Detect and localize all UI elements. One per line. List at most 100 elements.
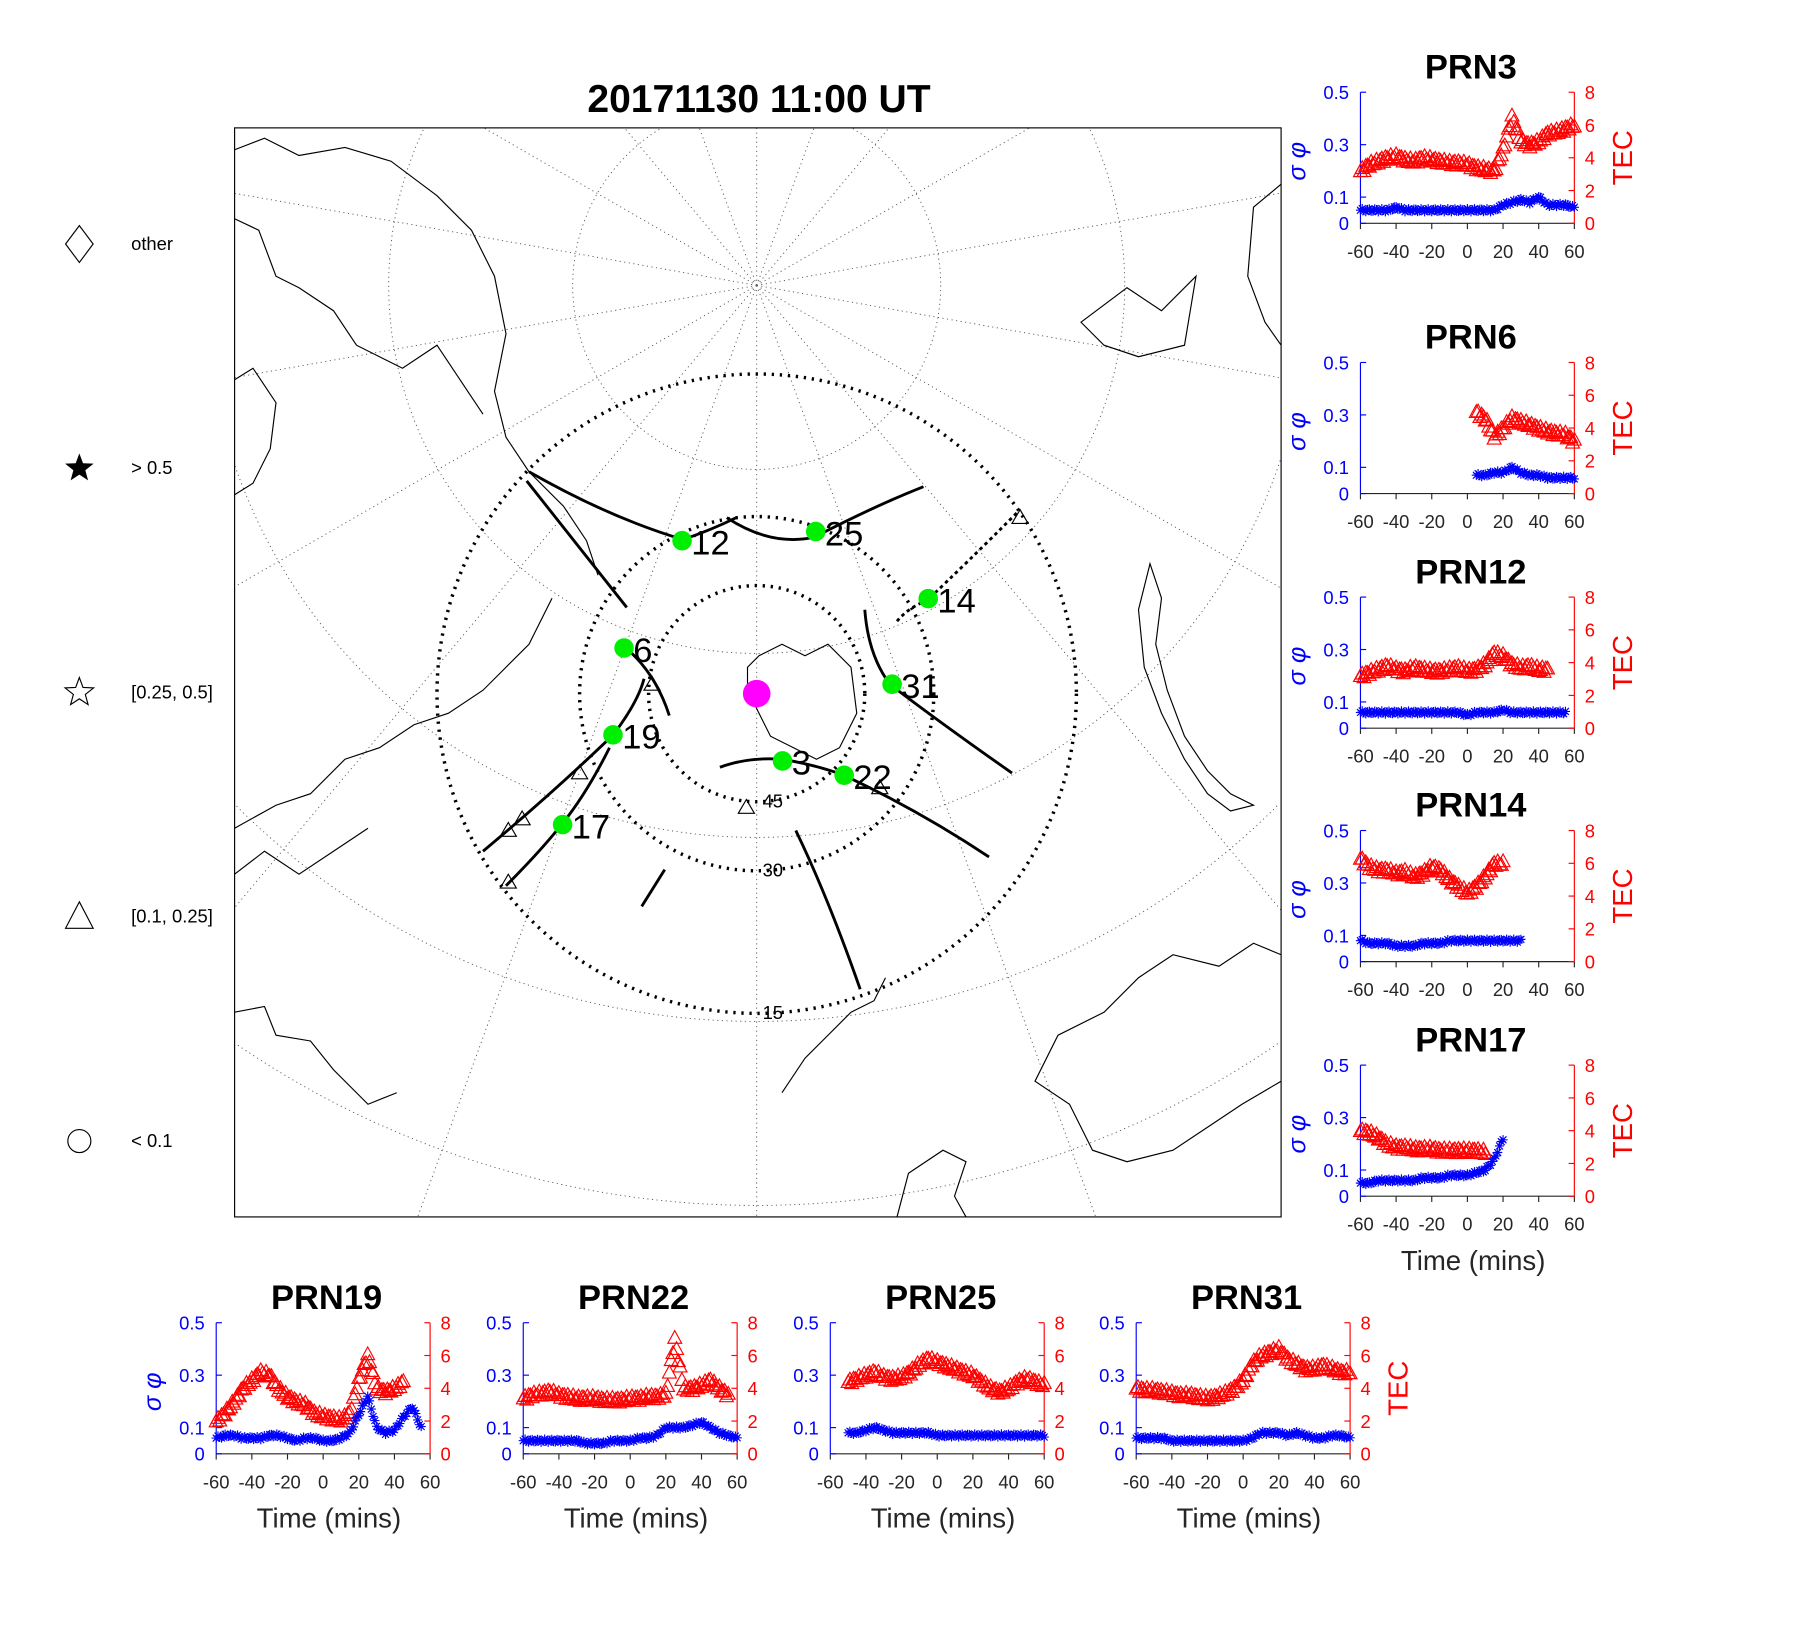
satellite-label: 3: [792, 745, 811, 783]
sigma-marker: [1324, 1430, 1334, 1440]
tec-marker: [1475, 1141, 1492, 1156]
tec-marker: [1539, 425, 1556, 440]
y-right-tick-label: 0: [1585, 1186, 1595, 1207]
tec-marker: [702, 1371, 719, 1386]
y-right-tick-label: 6: [1585, 115, 1595, 136]
sigma-marker: [1519, 467, 1530, 477]
sigma-marker: [1457, 708, 1467, 718]
scintillation-markers: [499, 508, 1030, 889]
y-left-tick-label: 0: [502, 1444, 512, 1465]
tec-marker: [222, 1398, 239, 1414]
x-tick-label: -20: [1194, 1471, 1221, 1492]
sigma-marker: [341, 1431, 351, 1442]
sigma-marker: [1564, 472, 1574, 482]
tec-marker: [302, 1400, 319, 1415]
sigma-marker: [693, 1418, 703, 1429]
sigma-marker: [1459, 710, 1469, 721]
tec-marker: [668, 1340, 685, 1355]
sigma-marker: [1507, 461, 1517, 472]
triangle-icon: [64, 900, 95, 929]
sigma-marker: [277, 1431, 287, 1442]
tec-marker: [1447, 874, 1463, 889]
diamond-icon: [64, 224, 94, 264]
tec-marker: [1372, 660, 1388, 675]
x-tick-label: -60: [1347, 1214, 1374, 1235]
x-tick-label: 60: [420, 1471, 440, 1492]
sigma-marker: [1493, 1147, 1503, 1158]
tec-marker: [663, 1351, 680, 1367]
y-right-tick-label: 8: [440, 1313, 450, 1334]
tec-marker: [1566, 431, 1583, 446]
sigma-marker: [545, 1435, 555, 1445]
sigma-marker: [1391, 202, 1401, 212]
y-right-tick-label: 8: [1585, 820, 1595, 841]
tec-marker: [1423, 1142, 1440, 1157]
meridian-line: [234, 192, 757, 286]
sigma-marker: [409, 1405, 419, 1416]
tec-marker: [1475, 158, 1492, 173]
tec-marker: [258, 1363, 274, 1378]
panel-title: PRN14: [1415, 787, 1526, 825]
tec-marker: [1527, 417, 1544, 432]
meridian-line: [483, 127, 757, 286]
sigma-marker: [1502, 466, 1512, 477]
sigma-marker: [695, 1419, 705, 1430]
tec-marker: [1404, 1141, 1421, 1157]
y-left-label: σ φ: [1283, 1115, 1311, 1154]
meridian-line: [234, 284, 757, 378]
sigma-marker: [1534, 191, 1544, 202]
tec-marker: [1484, 422, 1501, 437]
y-right-tick-label: 4: [1585, 653, 1595, 674]
tec-marker: [1237, 1366, 1253, 1381]
x-tick-label: 40: [1528, 241, 1548, 262]
y-right-tick-label: 0: [1055, 1444, 1065, 1465]
y-right-label: TEC: [1607, 868, 1638, 923]
tec-marker: [613, 1389, 630, 1405]
sigma-marker: [978, 1431, 989, 1441]
x-tick-label: 20: [1269, 1471, 1289, 1492]
tec-marker: [1395, 866, 1412, 881]
x-tick-label: -60: [510, 1471, 537, 1492]
tec-marker: [1511, 129, 1527, 144]
x-tick-label: 40: [384, 1471, 404, 1492]
y-right-tick-label: 8: [748, 1313, 758, 1334]
tec-marker: [265, 1374, 282, 1390]
meridian-line: [756, 127, 815, 286]
sigma-marker: [1366, 1179, 1376, 1189]
sigma-marker: [1368, 1178, 1378, 1188]
sigma-marker: [1414, 1175, 1424, 1185]
sigma-marker: [698, 1417, 708, 1427]
panel-title: PRN19: [271, 1279, 382, 1317]
elevation-circles: [435, 372, 1079, 1016]
x-tick-label: -20: [1418, 979, 1445, 1000]
y-left-tick-label: 0: [1339, 483, 1349, 504]
meridian-line: [756, 285, 1282, 911]
y-left-tick-label: 0: [1339, 718, 1349, 739]
tec-marker: [884, 1368, 901, 1383]
tec-marker: [1500, 651, 1517, 666]
satellite-marker: [614, 638, 634, 658]
sigma-marker: [705, 1422, 716, 1432]
y-left-label: σ φ: [139, 1372, 167, 1411]
sigma-marker: [366, 1404, 376, 1414]
tec-marker: [665, 1344, 681, 1360]
tec-marker: [986, 1381, 1003, 1396]
tec-marker: [1445, 154, 1462, 169]
x-tick-label: 20: [1493, 241, 1513, 262]
tec-marker: [1498, 128, 1515, 143]
tec-marker: [356, 1355, 373, 1371]
meridian-line: [417, 285, 758, 1218]
tec-marker: [1014, 1373, 1031, 1388]
sigma-marker: [402, 1408, 412, 1419]
tec-marker: [1011, 1371, 1028, 1386]
tec-marker: [1431, 661, 1447, 676]
sigma-marker: [1201, 1436, 1211, 1446]
tec-marker: [1422, 659, 1438, 675]
satellite-marker: [603, 725, 623, 745]
tec-marker: [1505, 113, 1522, 128]
y-right-tick-label: 0: [1360, 1444, 1370, 1465]
y-right-tick-label: 4: [1585, 1121, 1595, 1142]
elevation-label: 15: [763, 1002, 783, 1023]
